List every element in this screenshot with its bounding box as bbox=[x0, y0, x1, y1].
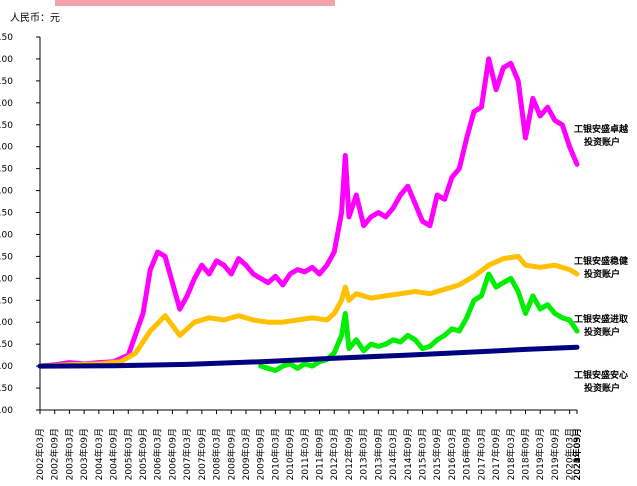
x-tick-label: 2015年09月 bbox=[431, 428, 443, 480]
series-label-2: 投资账户 bbox=[584, 268, 620, 280]
x-tick-label: 2014年09月 bbox=[402, 428, 414, 480]
x-tick-label: 2020年09月 bbox=[571, 428, 583, 480]
series-line-1 bbox=[37, 56, 580, 369]
y-tick-label: 2.00 bbox=[0, 318, 13, 328]
x-tick-label: 2006年03月 bbox=[152, 428, 164, 480]
x-tick-label: 2006年09月 bbox=[166, 428, 178, 480]
x-tick-label: 2007年09月 bbox=[196, 428, 208, 480]
x-tick-label: 2010年09月 bbox=[284, 428, 296, 480]
y-tick-label: 7.50 bbox=[0, 77, 13, 87]
series-label-3: 投资账户 bbox=[584, 326, 620, 338]
series-label-2: 工银安盛稳健 bbox=[574, 255, 628, 267]
x-tick-label: 2015年03月 bbox=[417, 428, 429, 480]
y-tick-label: 4.00 bbox=[0, 230, 13, 240]
x-tick-label: 2019年09月 bbox=[549, 428, 561, 480]
x-tick-label: 2023年09月 bbox=[571, 428, 583, 480]
x-tick-label: 2017年03月 bbox=[475, 428, 487, 480]
series-line-4 bbox=[37, 344, 580, 369]
series-label-1: 工银安盛卓越 bbox=[574, 123, 629, 135]
x-tick-label: 2022年09月 bbox=[571, 428, 583, 480]
x-tick-label: 2002年03月 bbox=[34, 428, 46, 480]
series-lines bbox=[37, 56, 580, 373]
series-label-1: 投资账户 bbox=[584, 136, 620, 148]
x-tick-label: 2008年03月 bbox=[211, 428, 223, 480]
y-tick-label: 6.50 bbox=[0, 121, 13, 131]
x-tick-label: 2016年03月 bbox=[446, 428, 458, 480]
x-tick-label: 2020年03月 bbox=[564, 428, 576, 480]
x-tick-label: 2012年03月 bbox=[328, 428, 340, 480]
y-tick-label: 8.50 bbox=[0, 33, 13, 43]
x-tick-label: 2022年03月 bbox=[571, 428, 583, 480]
x-tick-label: 2016年09月 bbox=[461, 428, 473, 480]
chart-axes: 0.00 0.50 1.00 1.50 2.00 2.50 3.00 3.50 4.00 4.50… bbox=[0, 33, 583, 480]
series-line-3 bbox=[258, 271, 580, 373]
x-tick-label: 2012年09月 bbox=[343, 428, 355, 480]
y-tick-label: 6.00 bbox=[0, 143, 13, 153]
series-label-4: 投资账户 bbox=[584, 382, 620, 394]
x-tick-label: 2011年09月 bbox=[314, 428, 326, 480]
x-tick-label: 2005年09月 bbox=[137, 428, 149, 480]
top-accent-bar bbox=[55, 0, 335, 6]
x-tick-label: 2018年03月 bbox=[505, 428, 517, 480]
unit-label: 人民币：元 bbox=[10, 13, 60, 24]
x-tick-label: 2024年03月 bbox=[571, 428, 583, 480]
x-tick-label: 2010年03月 bbox=[269, 428, 281, 480]
series-label-3: 工银安盛进取 bbox=[574, 313, 629, 325]
series-line-2 bbox=[37, 253, 580, 369]
y-tick-label: 2.50 bbox=[0, 296, 13, 306]
x-tick-label: 2004年03月 bbox=[93, 428, 105, 480]
x-tick-label: 2003年03月 bbox=[63, 428, 75, 480]
x-tick-label: 2014年03月 bbox=[387, 428, 399, 480]
x-tick-label: 2023年03月 bbox=[571, 428, 583, 480]
y-tick-label: 0.00 bbox=[0, 406, 13, 416]
y-tick-label: 8.00 bbox=[0, 55, 13, 65]
x-tick-label: 2002年09月 bbox=[49, 428, 61, 480]
y-tick-label: 7.00 bbox=[0, 99, 13, 109]
x-tick-label: 2007年03月 bbox=[181, 428, 193, 480]
y-tick-label: 5.00 bbox=[0, 187, 13, 197]
x-tick-label: 2008年09月 bbox=[225, 428, 237, 480]
x-tick-label: 2019年03月 bbox=[534, 428, 546, 480]
x-tick-label: 2003年09月 bbox=[78, 428, 90, 480]
y-tick-label: 3.50 bbox=[0, 252, 13, 262]
y-tick-label: 3.00 bbox=[0, 274, 13, 284]
x-tick-label: 2021年03月 bbox=[571, 428, 583, 480]
x-tick-label: 2017年09月 bbox=[490, 428, 502, 480]
x-tick-label: 2004年09月 bbox=[108, 428, 120, 480]
y-tick-label: 4.50 bbox=[0, 209, 13, 219]
y-tick-label: 1.50 bbox=[0, 340, 13, 350]
x-tick-label: 2021年09月 bbox=[571, 428, 583, 480]
x-tick-label: 2009年03月 bbox=[240, 428, 252, 480]
x-tick-label: 2005年03月 bbox=[122, 428, 134, 480]
x-tick-label: 2013年09月 bbox=[372, 428, 384, 480]
series-label-4: 工银安盛安心 bbox=[574, 369, 628, 381]
x-tick-label: 2011年03月 bbox=[299, 428, 311, 480]
x-tick-label: 2018年09月 bbox=[520, 428, 532, 480]
y-tick-label: 0.50 bbox=[0, 384, 13, 394]
y-tick-label: 1.00 bbox=[0, 362, 13, 372]
x-tick-label: 2013年03月 bbox=[358, 428, 370, 480]
x-tick-label: 2009年09月 bbox=[255, 428, 267, 480]
y-tick-label: 5.50 bbox=[0, 165, 13, 175]
